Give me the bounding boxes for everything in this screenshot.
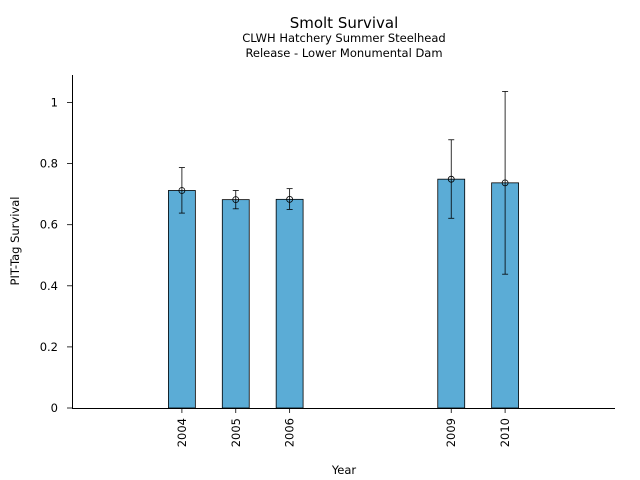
y-ticks-group: 0 0.2 0.4 0.6 0.8 1 (40, 95, 72, 415)
y-axis-label: PIT-Tag Survival (8, 197, 22, 286)
bar-2004 (168, 190, 196, 409)
chart-subtitle-line-1: CLWH Hatchery Summer Steelhead (242, 31, 445, 45)
x-tick-label-2009: 2009 (444, 418, 458, 447)
point-marker-2009 (447, 175, 455, 183)
point-marker-2006 (286, 195, 294, 203)
y-tick-label: 0.6 (40, 218, 58, 232)
point-marker-2010 (501, 179, 509, 187)
x-tick-label-2006: 2006 (283, 418, 297, 447)
x-ticks-group: 2004 2005 2006 2009 2010 (175, 408, 512, 447)
point-marker-2004 (178, 187, 186, 194)
point-marker-2005 (232, 196, 240, 204)
y-tick-label: 1 (51, 95, 58, 109)
y-tick-label: 0.2 (40, 340, 58, 354)
x-axis-label: Year (331, 463, 357, 477)
bars-group (168, 178, 519, 409)
y-tick-label: 0 (51, 401, 58, 415)
y-tick-label: 0.8 (40, 157, 58, 171)
chart-subtitle-line-2: Release - Lower Monumental Dam (245, 46, 442, 60)
x-tick-label-2005: 2005 (229, 418, 243, 447)
bar-2005 (221, 199, 250, 409)
chart-title: Smolt Survival (290, 14, 399, 32)
x-tick-label-2010: 2010 (498, 418, 512, 447)
error-bars-group (178, 91, 509, 275)
y-tick-label: 0.4 (40, 279, 58, 293)
bar-2006 (275, 198, 304, 409)
x-tick-label-2004: 2004 (175, 418, 189, 447)
